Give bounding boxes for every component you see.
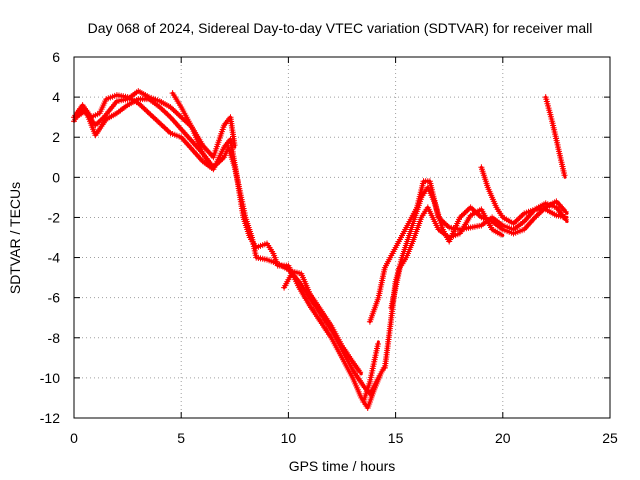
x-tick-label: 25 xyxy=(602,430,618,446)
x-tick-label: 20 xyxy=(495,430,511,446)
series-track-9 xyxy=(388,204,505,311)
x-axis-label: GPS time / hours xyxy=(289,458,396,474)
series-markers xyxy=(360,341,381,405)
series-markers xyxy=(388,204,504,311)
series-markers xyxy=(71,92,383,411)
series-markers xyxy=(169,90,216,171)
chart-title: Day 068 of 2024, Sidereal Day-to-day VTE… xyxy=(88,20,593,36)
data-series xyxy=(71,88,569,411)
series-track-11 xyxy=(542,94,568,179)
y-tick-label: 6 xyxy=(52,49,60,65)
y-tick-label: -4 xyxy=(48,250,61,266)
y-tick-label: -10 xyxy=(40,370,60,386)
series-track-2 xyxy=(71,92,383,411)
y-tick-label: 2 xyxy=(52,129,60,145)
y-tick-label: -2 xyxy=(48,209,61,225)
series-track-10 xyxy=(478,164,569,227)
x-tick-label: 5 xyxy=(177,430,185,446)
grid xyxy=(74,57,610,418)
series-markers xyxy=(478,164,568,227)
y-tick-label: -6 xyxy=(48,290,61,306)
series-markers xyxy=(366,178,569,325)
y-tick-label: -8 xyxy=(48,330,61,346)
plot-frame xyxy=(73,56,611,419)
y-tick-label: 4 xyxy=(52,89,60,105)
series-markers xyxy=(542,94,568,179)
series-line xyxy=(368,179,569,324)
series-track-8 xyxy=(366,178,569,325)
x-tick-label: 0 xyxy=(70,430,78,446)
y-tick-label: 0 xyxy=(52,169,60,185)
series-track-5 xyxy=(281,268,364,376)
y-axis-label: SDTVAR / TECUs xyxy=(7,182,23,294)
x-tick-label: 15 xyxy=(388,430,404,446)
series-track-6 xyxy=(360,340,381,405)
series-markers xyxy=(281,268,364,376)
y-tick-label: -12 xyxy=(40,410,60,426)
axis-ticks: 0 5 10 15 20 25 -12 -10 -8 -6 -4 -2 0 2 4 6 xyxy=(40,49,618,446)
x-tick-label: 10 xyxy=(281,430,297,446)
series-track-4 xyxy=(169,90,216,171)
series-track-3 xyxy=(73,88,238,161)
